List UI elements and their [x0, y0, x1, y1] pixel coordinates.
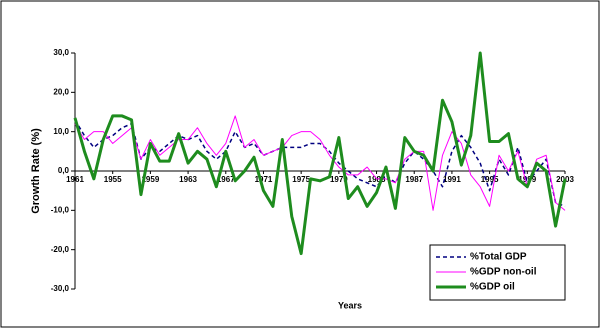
y-tick-label: 10,0 [53, 127, 69, 136]
legend-label: %GDP oil [470, 282, 515, 293]
y-tick-label: -20,0 [51, 245, 70, 254]
y-tick-label: -30,0 [51, 284, 70, 293]
x-tick-label: 1959 [141, 175, 159, 184]
y-tick-label: 30,0 [53, 48, 69, 57]
x-tick-label: 1991 [443, 175, 461, 184]
x-tick-label: 1967 [217, 175, 235, 184]
x-tick-label: 1963 [179, 175, 197, 184]
y-tick-label: -10,0 [51, 205, 70, 214]
legend-label: %Total GDP [470, 252, 527, 263]
y-tick-label: 0,0 [58, 166, 70, 175]
x-tick-label: 1987 [405, 175, 423, 184]
x-axis-title: Years [338, 300, 362, 310]
y-axis-title: Growth Rate (%) [30, 128, 42, 214]
series-line [74, 115, 566, 211]
x-tick-label: 1961 [66, 175, 84, 184]
y-tick-label: 20,0 [53, 87, 69, 96]
x-tick-label: 1971 [255, 175, 273, 184]
x-tick-label: 1995 [481, 175, 499, 184]
x-tick-label: 1979 [330, 175, 348, 184]
x-tick-label: 1999 [518, 175, 536, 184]
x-tick-label: 1975 [292, 175, 310, 184]
x-tick-label: 1955 [104, 175, 122, 184]
legend-label: %GDP non-oil [470, 267, 537, 278]
x-tick-label: 1983 [368, 175, 386, 184]
series-line [73, 51, 567, 256]
